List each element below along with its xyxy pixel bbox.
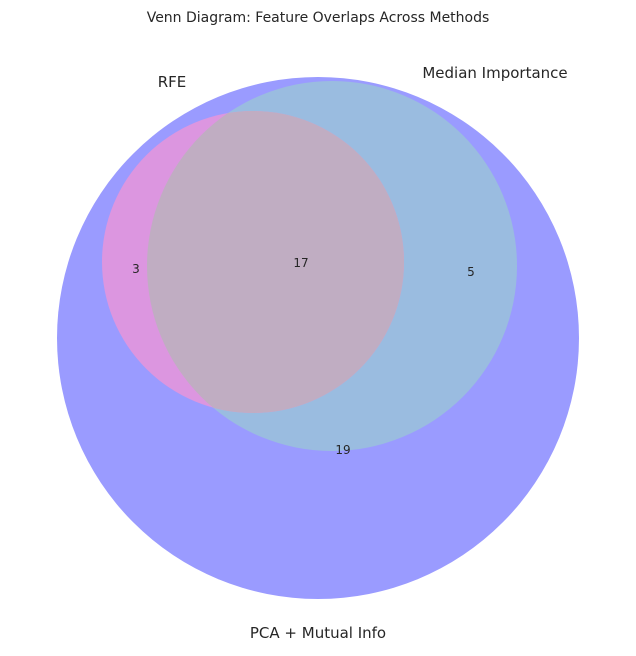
diagram-title: Venn Diagram: Feature Overlaps Across Me… xyxy=(147,10,490,26)
count-pca-only: 19 xyxy=(335,443,350,457)
set-label-median-importance: Median Importance xyxy=(422,64,567,82)
count-rfe-pca: 3 xyxy=(132,262,140,276)
region-all-three xyxy=(147,111,404,413)
count-median-pca: 5 xyxy=(467,265,475,279)
count-all-three: 17 xyxy=(293,256,308,270)
set-label-rfe: RFE xyxy=(158,73,187,91)
set-label-pca-mutual-info: PCA + Mutual Info xyxy=(250,624,386,642)
